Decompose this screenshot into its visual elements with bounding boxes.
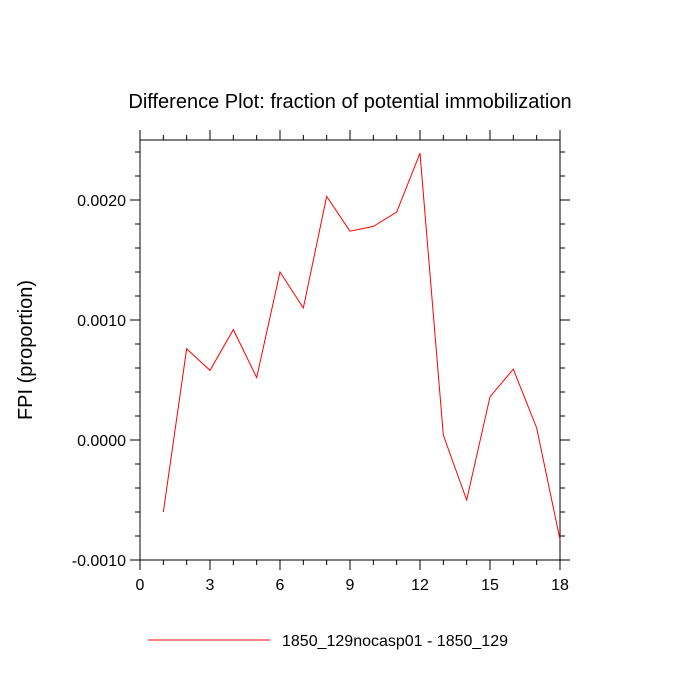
x-tick-label: 12	[411, 577, 429, 594]
series-line	[162, 153, 561, 540]
y-tick-label: -0.0010	[72, 553, 126, 570]
plot-frame	[139, 139, 561, 561]
y-tick-label: 0.0020	[77, 193, 126, 210]
x-tick-label: 15	[481, 577, 499, 594]
series-group	[162, 153, 561, 540]
x-tick-label: 3	[206, 577, 215, 594]
y-axis-ticks	[130, 151, 570, 561]
y-axis-tick-labels: -0.0010 0.0000 0.0010 0.0020	[72, 193, 126, 570]
x-tick-label: 0	[136, 577, 145, 594]
x-tick-label: 18	[551, 577, 569, 594]
x-tick-label: 6	[276, 577, 285, 594]
x-axis-tick-labels: 0 3 6 9 12 15 18	[136, 577, 569, 594]
x-tick-label: 9	[346, 577, 355, 594]
chart-title: Difference Plot: fraction of potential i…	[128, 91, 571, 113]
legend-label: 1850_129nocasp01 - 1850_129	[282, 633, 508, 650]
y-tick-label: 0.0000	[77, 433, 126, 450]
x-axis-ticks	[139, 130, 561, 570]
y-axis-label: FPI (proportion)	[15, 280, 37, 420]
legend: 1850_129nocasp01 - 1850_129	[148, 633, 508, 650]
y-tick-label: 0.0010	[77, 313, 126, 330]
